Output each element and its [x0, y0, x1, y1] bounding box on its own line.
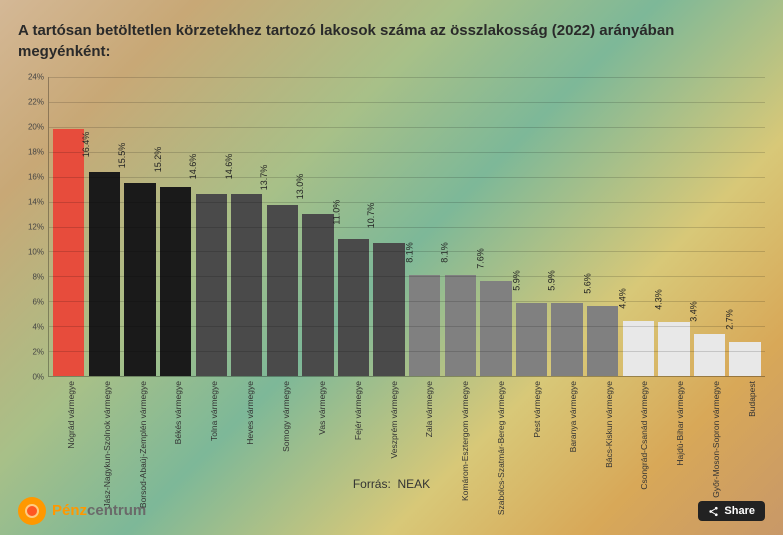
gridline	[49, 301, 765, 302]
y-tick: 2%	[32, 348, 44, 357]
bar[interactable]: 5.9%	[551, 303, 582, 377]
gridline	[49, 77, 765, 78]
x-label: Heves vármegye	[227, 377, 263, 475]
share-button[interactable]: Share	[698, 501, 765, 521]
y-tick: 4%	[32, 323, 44, 332]
gridline	[49, 177, 765, 178]
y-tick: 18%	[28, 148, 44, 157]
bar[interactable]: 11.0%	[338, 239, 369, 376]
bar-value-label: 14.6%	[224, 154, 234, 180]
x-label: Bács-Kiskun vármegye	[586, 377, 622, 475]
logo[interactable]: Pénzcentrum	[18, 497, 146, 525]
x-label: Borsod-Abaúj-Zemplén vármegye	[120, 377, 156, 475]
x-label: Csongrád-Csanád vármegye	[622, 377, 658, 475]
gridline	[49, 351, 765, 352]
bar-value-label: 4.3%	[654, 290, 664, 311]
bar-value-label: 5.9%	[511, 270, 521, 291]
gridline	[49, 152, 765, 153]
x-axis-labels: Nógrád vármegyeJász-Nagykun-Szolnok várm…	[48, 377, 765, 475]
x-label: Hajdú-Bihar vármegye	[657, 377, 693, 475]
bar-value-label: 16.4%	[82, 131, 92, 157]
gridline	[49, 202, 765, 203]
source-prefix: Forrás:	[353, 477, 391, 491]
x-label: Jász-Nagykun-Szolnok vármegye	[84, 377, 120, 475]
source-line: Forrás: NEAK	[18, 477, 765, 491]
bar-value-label: 13.7%	[260, 165, 270, 191]
y-tick: 16%	[28, 173, 44, 182]
bar[interactable]: 5.6%	[587, 306, 618, 376]
bar[interactable]: 4.4%	[623, 321, 654, 376]
bar[interactable]: 15.5%	[124, 183, 155, 376]
bar-value-label: 15.5%	[117, 143, 127, 169]
y-tick: 20%	[28, 123, 44, 132]
x-label: Komárom-Esztergom vármegye	[442, 377, 478, 475]
bar[interactable]	[53, 129, 84, 376]
plot-area: 16.4%15.5%15.2%14.6%14.6%13.7%13.0%11.0%…	[48, 77, 765, 377]
bar[interactable]: 2.7%	[729, 342, 760, 376]
bar-value-label: 8.1%	[404, 242, 414, 263]
footer: Pénzcentrum Share	[18, 497, 765, 525]
y-tick: 6%	[32, 298, 44, 307]
bar[interactable]: 10.7%	[373, 243, 404, 376]
gridline	[49, 251, 765, 252]
share-label: Share	[724, 505, 755, 517]
gridline	[49, 326, 765, 327]
gridline	[49, 127, 765, 128]
x-label: Békés vármegye	[156, 377, 192, 475]
x-label: Zala vármegye	[406, 377, 442, 475]
x-label: Budapest	[729, 377, 765, 475]
bar-value-label: 11.0%	[331, 200, 341, 225]
logo-part1: Pénz	[52, 502, 87, 519]
logo-text: Pénzcentrum	[52, 502, 146, 520]
gridline	[49, 276, 765, 277]
y-tick: 0%	[32, 373, 44, 382]
chart-title: A tartósan betöltetlen körzetekhez tarto…	[18, 20, 765, 62]
y-tick: 8%	[32, 273, 44, 282]
x-label: Pest vármegye	[514, 377, 550, 475]
gridline	[49, 102, 765, 103]
bar[interactable]: 15.2%	[160, 187, 191, 376]
x-label: Somogy vármegye	[263, 377, 299, 475]
bar-value-label: 5.9%	[547, 270, 557, 291]
x-label: Baranya vármegye	[550, 377, 586, 475]
bar[interactable]: 14.6%	[231, 194, 262, 376]
chart-container: A tartósan betöltetlen körzetekhez tarto…	[0, 0, 783, 535]
bar-value-label: 15.2%	[153, 146, 163, 172]
x-label: Veszprém vármegye	[371, 377, 407, 475]
y-tick: 22%	[28, 98, 44, 107]
bar[interactable]: 14.6%	[196, 194, 227, 376]
bar-value-label: 8.1%	[440, 242, 450, 263]
bar[interactable]: 7.6%	[480, 281, 511, 376]
y-tick: 14%	[28, 198, 44, 207]
source-name: NEAK	[398, 477, 431, 491]
y-tick: 12%	[28, 223, 44, 232]
x-label: Tolna vármegye	[191, 377, 227, 475]
x-label: Fejér vármegye	[335, 377, 371, 475]
bar-value-label: 3.4%	[689, 301, 699, 322]
bar[interactable]: 5.9%	[516, 303, 547, 377]
x-label: Szabolcs-Szatmár-Bereg vármegye	[478, 377, 514, 475]
logo-icon	[18, 497, 46, 525]
y-tick: 24%	[28, 73, 44, 82]
chart-area: 0%2%4%6%8%10%12%14%16%18%20%22%24% 16.4%…	[18, 77, 765, 377]
bar[interactable]: 4.3%	[658, 322, 689, 376]
x-label: Vas vármegye	[299, 377, 335, 475]
x-label: Győr-Moson-Sopron vármegye	[693, 377, 729, 475]
bar-value-label: 14.6%	[188, 154, 198, 180]
gridline	[49, 227, 765, 228]
bar-value-label: 10.7%	[366, 202, 376, 228]
share-icon	[708, 506, 719, 517]
bar[interactable]: 3.4%	[694, 334, 725, 376]
y-axis: 0%2%4%6%8%10%12%14%16%18%20%22%24%	[18, 77, 48, 377]
x-label: Nógrád vármegye	[48, 377, 84, 475]
y-tick: 10%	[28, 248, 44, 257]
bar-value-label: 4.4%	[618, 288, 628, 309]
